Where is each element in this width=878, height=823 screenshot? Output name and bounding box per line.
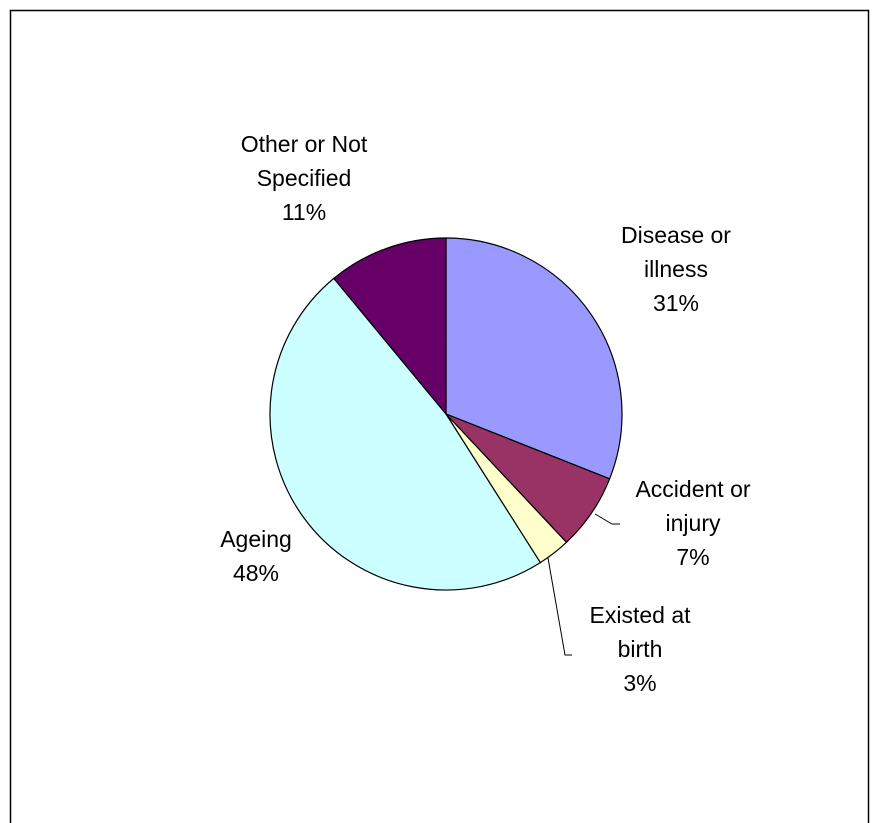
slice-label-line-0-1: illness	[644, 256, 708, 282]
slice-percent-1: 7%	[676, 544, 709, 570]
slice-label-line-1-1: injury	[666, 510, 721, 536]
pie-slice-4	[332, 237, 447, 416]
slices-layer	[269, 237, 623, 591]
slice-percent-2: 3%	[623, 670, 656, 696]
slice-label-line-2-1: birth	[618, 636, 663, 662]
pie-slice-3	[269, 277, 542, 591]
slice-percent-4: 11%	[282, 199, 326, 225]
slice-label-line-2-0: Existed at	[590, 602, 692, 628]
labels-layer: Disease or illness 31% Accident or injury 7% E…	[220, 131, 751, 696]
leader-line-1	[594, 513, 620, 525]
slice-label-4: Other or Not Specified 11%	[241, 131, 368, 225]
slice-label-line-4-0: Other or Not	[241, 131, 368, 157]
slice-percent-0: 31%	[653, 290, 699, 316]
slice-label-0: Disease or illness 31%	[621, 222, 731, 316]
slice-label-line-1-0: Accident or	[635, 476, 750, 502]
leaders-layer	[547, 513, 620, 656]
slice-label-2: Existed at birth 3%	[590, 602, 692, 696]
slice-label-1: Accident or injury 7%	[635, 476, 750, 570]
slice-label-line-3-0: Ageing	[220, 526, 292, 552]
slice-label-3: Ageing 48%	[220, 526, 292, 586]
pie-slice-0	[445, 237, 623, 480]
leader-line-2	[547, 557, 572, 656]
slice-label-line-4-1: Specified	[257, 165, 352, 191]
slice-label-line-0-0: Disease or	[621, 222, 731, 248]
slice-percent-3: 48%	[233, 560, 279, 586]
